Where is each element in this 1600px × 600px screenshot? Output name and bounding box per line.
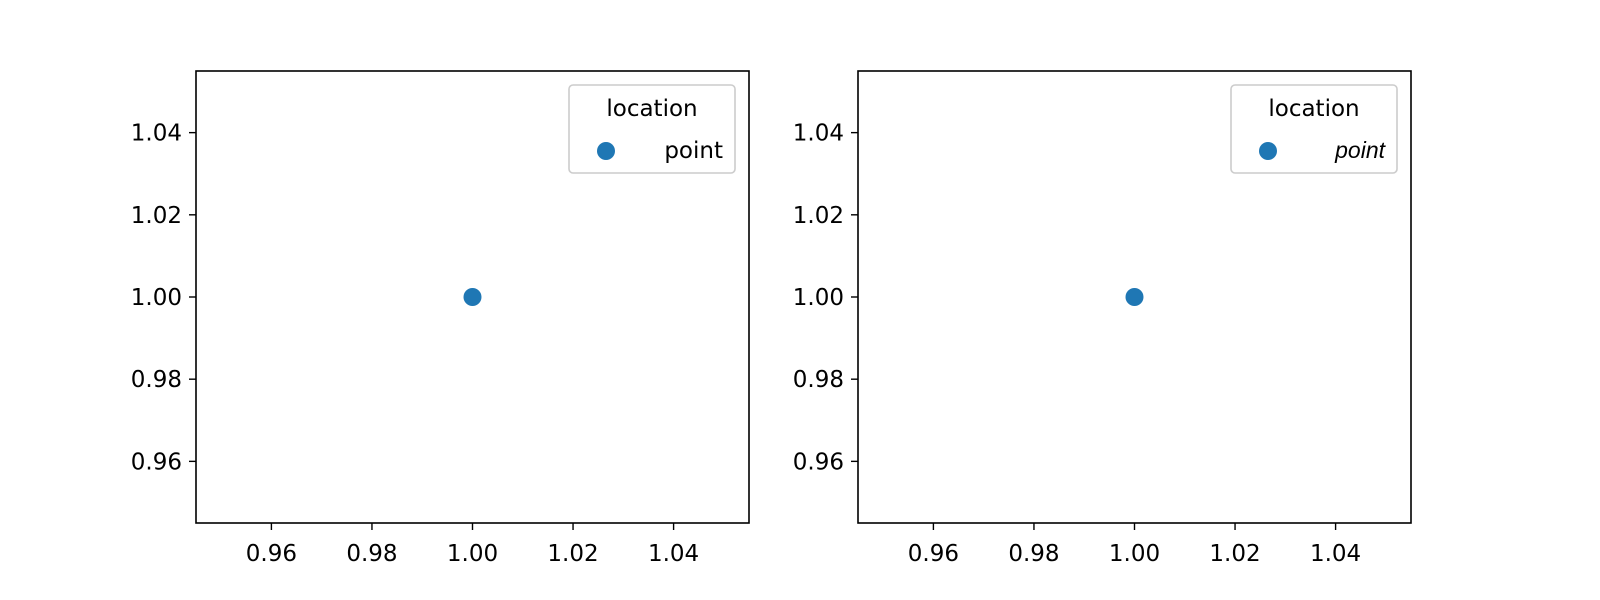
legend-marker [1259, 142, 1277, 160]
y-tick-label: 1.00 [131, 285, 182, 311]
y-tick-label: 1.04 [131, 121, 182, 147]
x-tick-label: 1.02 [1209, 541, 1260, 567]
legend: location point [1230, 84, 1398, 174]
y-tick-label: 0.98 [793, 367, 844, 393]
left-subplot: 0.96 0.98 1.00 1.02 1.04 0.96 0.98 1.00 1.02 1.04… [131, 70, 750, 567]
y-tick-label: 1.04 [793, 121, 844, 147]
x-tick-label: 0.96 [908, 541, 959, 567]
legend-title: location [1268, 96, 1359, 122]
legend-entry: point [664, 138, 723, 164]
data-point [463, 288, 482, 306]
x-tick-label: 0.96 [246, 541, 297, 567]
legend-entry: point [1334, 137, 1386, 163]
y-tick-label: 0.96 [793, 449, 844, 475]
x-tick-label: 1.02 [547, 541, 598, 567]
right-subplot: 0.96 0.98 1.00 1.02 1.04 0.96 0.98 1.00 1.02 1.04… [793, 70, 1412, 567]
y-tick-label: 1.02 [131, 203, 182, 229]
legend: location point [568, 84, 736, 174]
y-tick-label: 0.98 [131, 367, 182, 393]
x-tick-label: 1.04 [1310, 541, 1361, 567]
y-tick-label: 1.00 [793, 285, 844, 311]
x-tick-label: 1.00 [447, 541, 498, 567]
x-tick-label: 0.98 [1008, 541, 1059, 567]
y-tick-label: 0.96 [131, 449, 182, 475]
y-tick-label: 1.02 [793, 203, 844, 229]
x-tick-label: 0.98 [346, 541, 397, 567]
legend-marker [597, 142, 615, 160]
data-point [1125, 288, 1144, 306]
x-tick-label: 1.04 [648, 541, 699, 567]
legend-title: location [606, 96, 697, 122]
x-tick-label: 1.00 [1109, 541, 1160, 567]
